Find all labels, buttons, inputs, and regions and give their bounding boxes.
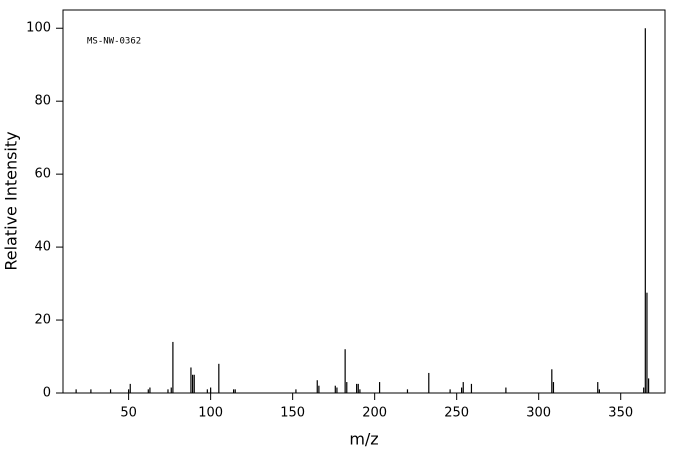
x-tick-label: 250	[444, 406, 469, 421]
x-tick-label: 100	[198, 406, 223, 421]
y-tick-label: 20	[34, 313, 51, 328]
y-tick-label: 40	[34, 240, 51, 255]
plot-frame	[62, 9, 666, 394]
y-tick-label: 100	[26, 21, 51, 36]
x-tick-label: 50	[120, 406, 137, 421]
x-tick-label: 350	[608, 406, 633, 421]
x-tick-label: 200	[362, 406, 387, 421]
x-tick-label: 150	[280, 406, 305, 421]
y-axis-title: Relative Intensity	[2, 131, 21, 270]
y-tick-label: 60	[34, 167, 51, 182]
x-axis-title: m/z	[349, 430, 378, 449]
y-tick-label: 80	[34, 94, 51, 109]
y-tick-label: 0	[43, 386, 51, 401]
x-tick-label: 300	[526, 406, 551, 421]
annotation: MS-NW-0362	[87, 37, 141, 47]
